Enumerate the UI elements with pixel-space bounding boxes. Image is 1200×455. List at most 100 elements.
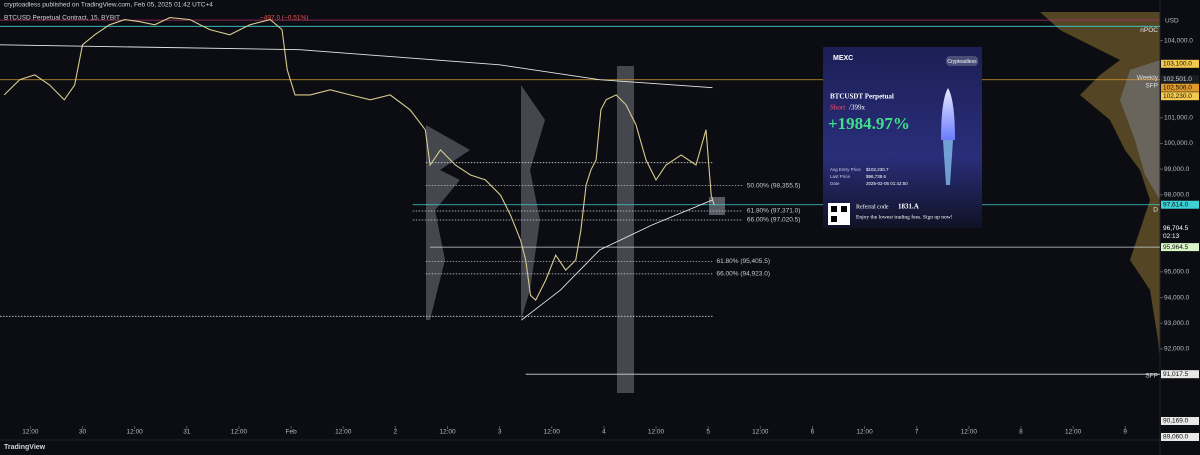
qr-code xyxy=(831,206,837,212)
highlight-band xyxy=(617,66,634,393)
referral-code: 1831.A xyxy=(898,203,919,211)
level-note: D xyxy=(1153,207,1158,214)
x-tick-label: Feb xyxy=(285,429,297,436)
card-row-label: Last Price xyxy=(830,174,851,179)
x-tick-label: 12:00 xyxy=(752,429,769,436)
referral-label: Referral code xyxy=(856,203,889,210)
currency: USD xyxy=(1165,18,1179,25)
card-contract: BTCUSDT Perpetual xyxy=(830,93,894,101)
price-tag xyxy=(1161,243,1199,252)
price-tag-label: 102,230.0 xyxy=(1163,93,1192,100)
price-tag xyxy=(1161,92,1199,101)
session-profile xyxy=(521,85,545,320)
qr-code xyxy=(831,216,837,222)
x-tick-label: 4 xyxy=(602,429,606,436)
x-tick-label: 12:00 xyxy=(335,429,352,436)
x-tick-label: 3 xyxy=(498,429,502,436)
x-tick-label: 12:00 xyxy=(648,429,665,436)
price-tag xyxy=(1161,224,1199,233)
price-line xyxy=(521,199,713,321)
level-note: Weekly xyxy=(1137,74,1159,81)
y-tick-label: 95,000.0 xyxy=(1164,269,1190,276)
x-tick-label: 6 xyxy=(811,429,815,436)
card-row-label: Avg Entry Price xyxy=(830,167,861,172)
x-tick-label: 12:00 xyxy=(127,429,144,436)
y-tick-label: 93,000.0 xyxy=(1164,320,1190,327)
footer-brand: TradingView xyxy=(4,444,46,451)
x-tick-label: 12:00 xyxy=(544,429,561,436)
fib-label: 50.00% (98,355.5) xyxy=(747,182,800,189)
price-tag-label: 96,704.5 xyxy=(1163,225,1189,232)
price-tag-label: 103,100.0 xyxy=(1163,61,1192,68)
fib-label: 66.00% (94,923.0) xyxy=(717,271,770,278)
ad-card: MEXC Cryptoadless BTCUSDT Perpetual Shor… xyxy=(823,47,982,228)
pane-tag-label: 90,169.0 xyxy=(1163,418,1189,425)
change: −497.0 (−0.51%) xyxy=(260,15,308,22)
user-pill xyxy=(946,56,978,66)
x-tick-label: 9 xyxy=(1123,429,1127,436)
rocket-flame xyxy=(943,140,953,185)
x-tick-label: 12:00 xyxy=(231,429,248,436)
price-tag xyxy=(1161,75,1199,84)
countdown: 02:13 xyxy=(1163,233,1180,240)
x-tick-label: 12:00 xyxy=(856,429,873,436)
x-tick-label: 12:00 xyxy=(22,429,39,436)
x-tick-label: 5 xyxy=(706,429,710,436)
card-pnl: +1984.97% xyxy=(828,114,910,133)
price-tag-label: 102,501.0 xyxy=(1163,76,1192,83)
level-note: nPOC xyxy=(1140,27,1158,34)
x-tick-label: 30 xyxy=(79,429,87,436)
fib-label: 61.80% (95,405.5) xyxy=(717,258,770,265)
card-row-label: Date xyxy=(830,181,840,186)
y-tick-label: 100,000.0 xyxy=(1164,140,1193,147)
card-leverage: /399x xyxy=(849,104,865,112)
price-tag-label: 91,017.5 xyxy=(1163,371,1189,378)
price-tag xyxy=(1161,370,1199,379)
pane-tag xyxy=(1161,417,1199,425)
x-tick-label: 12:00 xyxy=(439,429,456,436)
x-tick-label: 8 xyxy=(1019,429,1023,436)
level-note: SFP xyxy=(1145,372,1158,379)
card-brand: MEXC xyxy=(833,55,853,62)
price-line xyxy=(3,17,715,302)
y-tick-label: 92,000.0 xyxy=(1164,346,1190,353)
session-profile xyxy=(426,125,470,320)
y-tick-label: 101,000.0 xyxy=(1164,114,1193,121)
qr-code xyxy=(841,206,847,212)
price-tag-label: 102,506.0 xyxy=(1163,84,1192,91)
x-tick-label: 2 xyxy=(394,429,398,436)
symbol: BTCUSD Perpetual Contract, 15, BYBIT xyxy=(4,15,120,22)
published-note: cryptoadless published on TradingView.co… xyxy=(4,2,213,9)
tagline: Enjoy the lowest trading fees. Sign up n… xyxy=(856,213,953,220)
x-tick-label: 7 xyxy=(915,429,919,436)
card-user: Cryptoadless xyxy=(947,59,977,65)
pane-tag xyxy=(1161,433,1199,441)
card-side: Short xyxy=(830,104,845,112)
card-row-value: $102,230.7 xyxy=(866,167,889,172)
price-tag xyxy=(1161,59,1199,68)
card-bg xyxy=(823,47,982,228)
x-tick-label: 12:00 xyxy=(1065,429,1082,436)
price-line xyxy=(0,44,713,89)
price-tag xyxy=(1161,83,1199,92)
x-tick-label: 31 xyxy=(183,429,191,436)
rocket xyxy=(941,88,955,140)
y-tick-label: 104,000.0 xyxy=(1164,37,1193,44)
card-row-value: $96,738.6 xyxy=(866,174,887,179)
price-tag xyxy=(1161,200,1199,209)
fib-label: 61.80% (97,371.0) xyxy=(747,208,800,215)
y-tick-label: 99,000.0 xyxy=(1164,166,1190,173)
volume-profile xyxy=(1120,60,1160,200)
level-note: SFP xyxy=(1145,82,1158,89)
card-row-value: 2025-02-05 01:42:50 xyxy=(866,181,908,186)
pane-tag-label: 89,060.0 xyxy=(1163,434,1189,441)
fib-label: 66.00% (97,020.5) xyxy=(747,217,800,224)
y-tick-label: 98,000.0 xyxy=(1164,192,1190,199)
highlight-box xyxy=(709,197,725,215)
y-tick-label: 94,000.0 xyxy=(1164,294,1190,301)
price-tag-label: 95,964.5 xyxy=(1163,244,1189,251)
x-tick-label: 12:00 xyxy=(961,429,978,436)
price-tag-label: 97,614.0 xyxy=(1163,201,1189,208)
